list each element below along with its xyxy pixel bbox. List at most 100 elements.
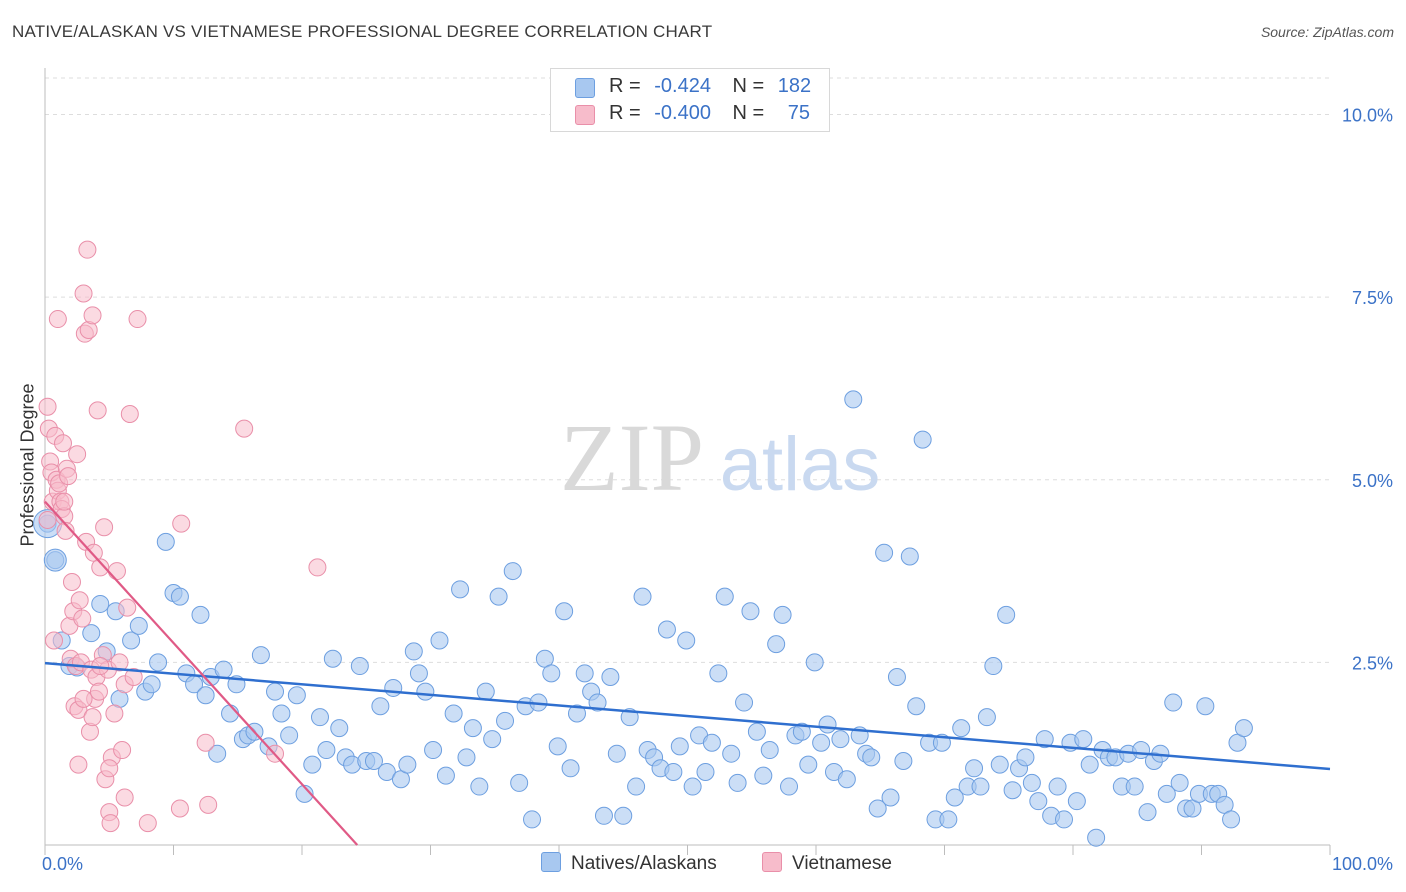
natives-point (91, 594, 110, 613)
vietnamese-point (100, 759, 119, 778)
natives-point (214, 660, 233, 679)
natives-point (601, 667, 620, 686)
natives-point (664, 762, 683, 781)
natives-point (122, 631, 141, 650)
y-tick-label: 10.0% (1342, 106, 1393, 126)
vietnamese-point (89, 682, 108, 701)
natives-point (614, 806, 633, 825)
legend-r-label: R = (609, 75, 641, 97)
natives-point (170, 587, 189, 606)
natives-point (470, 777, 489, 796)
natives-point (1164, 693, 1183, 712)
legend-r-value: -0.400 (654, 102, 711, 124)
bottom-legend-swatch-vietnamese (762, 852, 782, 872)
legend-r-label: R = (609, 102, 641, 124)
natives-point (129, 616, 148, 635)
natives-point (1125, 777, 1144, 796)
natives-point (317, 741, 336, 760)
natives-point (489, 587, 508, 606)
bottom-legend-label-natives: Natives/Alaskans (571, 853, 717, 874)
natives-point (430, 631, 449, 650)
natives-point (1080, 755, 1099, 774)
natives-point (350, 657, 369, 676)
natives-point (792, 722, 811, 741)
vietnamese-point (124, 667, 143, 686)
natives-point (760, 741, 779, 760)
natives-point (677, 631, 696, 650)
natives-point (818, 715, 837, 734)
vietnamese-point (83, 306, 102, 325)
vietnamese-point (138, 814, 157, 833)
vietnamese-point (196, 733, 215, 752)
natives-point (272, 704, 291, 723)
natives-point (900, 547, 919, 566)
vietnamese-point (80, 722, 99, 741)
natives-point (575, 664, 594, 683)
natives-point (1055, 810, 1074, 829)
natives-point (82, 624, 101, 643)
legend-swatch-natives (575, 78, 595, 98)
natives-point (984, 657, 1003, 676)
chart-title: NATIVE/ALASKAN VS VIETNAMESE PROFESSIONA… (12, 22, 713, 41)
vietnamese-point (38, 397, 57, 416)
natives-point (594, 806, 613, 825)
natives-point (997, 605, 1016, 624)
vietnamese-point (68, 445, 87, 464)
natives-point (266, 682, 285, 701)
legend-n-value: 75 (787, 102, 811, 124)
vietnamese-point (53, 434, 72, 453)
natives-point (715, 587, 734, 606)
natives-point (377, 762, 396, 781)
natives-point (416, 682, 435, 701)
natives-point (404, 642, 423, 661)
natives-point (561, 759, 580, 778)
legend-n-label: N = (732, 102, 765, 124)
vietnamese-point (120, 405, 139, 424)
x-tick-label: 100.0% (1332, 854, 1393, 874)
natives-point (295, 784, 314, 803)
natives-point (696, 762, 715, 781)
natives-point (371, 697, 390, 716)
vietnamese-point (44, 631, 63, 650)
vietnamese-point (69, 755, 88, 774)
correlation-legend: R = -0.424 N = 182 R = -0.400 N = 75 (550, 68, 830, 132)
natives-point (1222, 810, 1241, 829)
natives-point (1016, 748, 1035, 767)
natives-point (780, 777, 799, 796)
vietnamese-trend-line (44, 500, 359, 846)
vietnamese-point (115, 788, 134, 807)
x-tick-label: 0.0% (42, 854, 83, 874)
tick-labels: 2.5% 5.0% 7.5% 10.0% 0.0% 100.0% (42, 106, 1393, 874)
natives-point (1074, 730, 1093, 749)
natives-point (754, 766, 773, 785)
natives-point (1067, 792, 1086, 811)
natives-point (799, 755, 818, 774)
y-tick-label: 7.5% (1352, 288, 1393, 308)
vietnamese-point (199, 795, 218, 814)
natives-point (657, 620, 676, 639)
natives-point (709, 664, 728, 683)
natives-point (952, 719, 971, 738)
natives-point (409, 664, 428, 683)
natives-point (43, 548, 67, 572)
y-tick-label: 5.0% (1352, 471, 1393, 491)
natives-point (607, 744, 626, 763)
natives-point (330, 719, 349, 738)
natives-point (977, 708, 996, 727)
bottom-legend-natives: Natives/Alaskans (541, 852, 717, 875)
natives-point (965, 759, 984, 778)
bottom-legend-swatch-natives (541, 852, 561, 872)
legend-swatch-vietnamese (575, 105, 595, 125)
vietnamese-point (78, 240, 97, 259)
natives-point (844, 390, 863, 409)
vietnamese-point (95, 518, 114, 537)
natives-point (1003, 781, 1022, 800)
grid-lines (45, 77, 1330, 663)
natives-point (831, 730, 850, 749)
natives-point (875, 543, 894, 562)
vietnamese-point (235, 419, 254, 438)
natives-point (149, 653, 168, 672)
natives-point (142, 675, 161, 694)
natives-point (251, 646, 270, 665)
natives-point (208, 744, 227, 763)
